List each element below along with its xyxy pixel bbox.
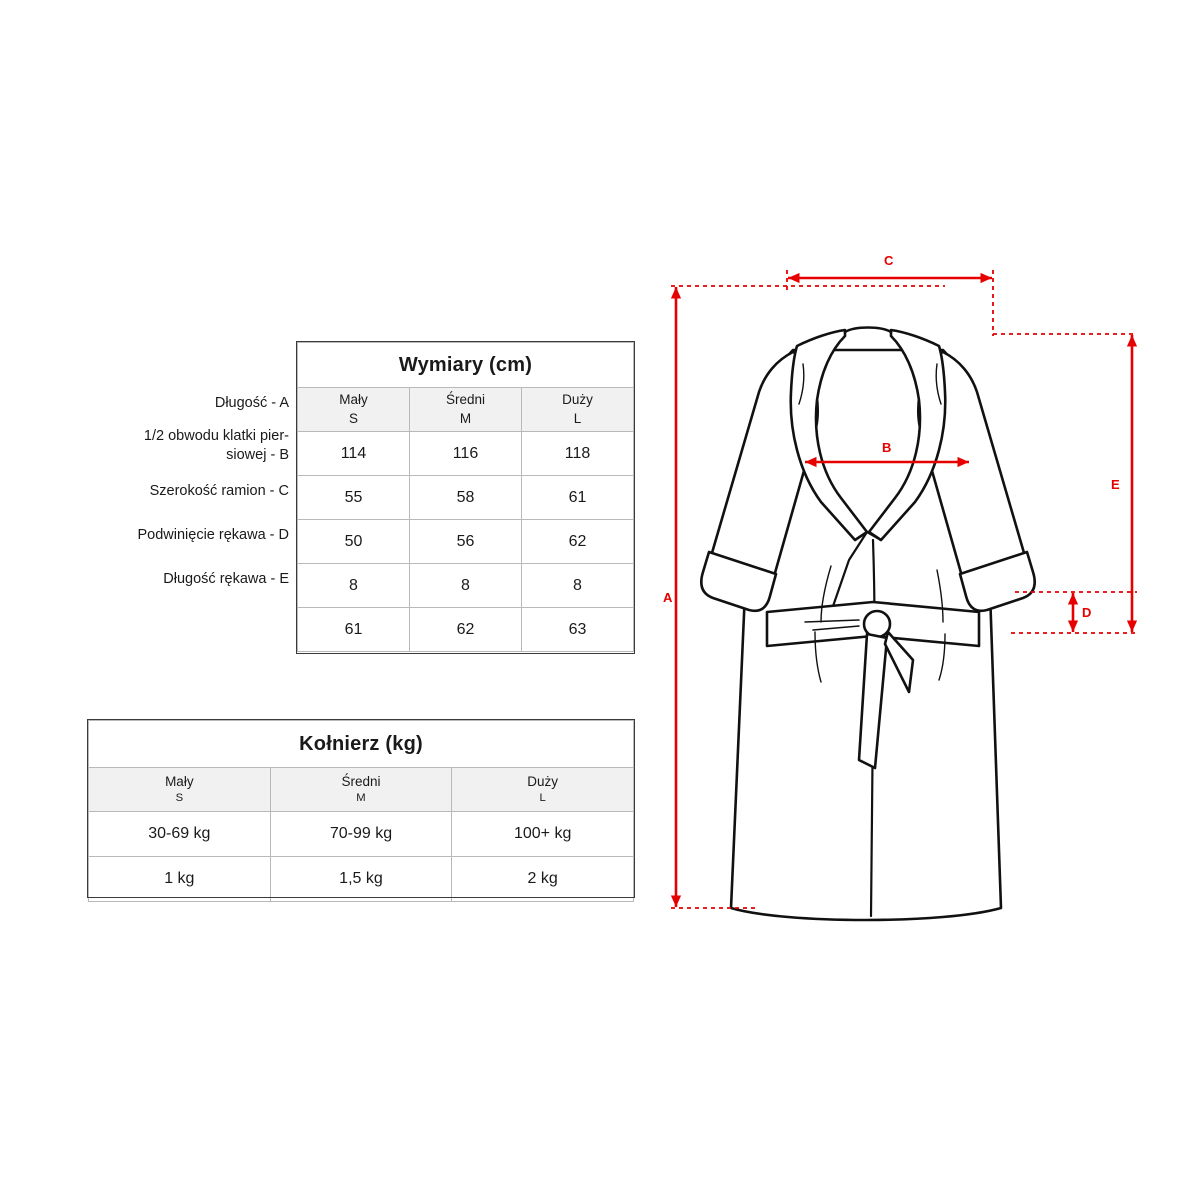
row-label-b-line2: siowej - B [226, 447, 289, 464]
robe-neck-opening [843, 326, 893, 334]
cell-c-s: 50 [297, 519, 410, 564]
collar-size-header-s-code: S [175, 792, 184, 805]
dimensions-table-title: Wymiary (cm) [297, 342, 634, 388]
collar-cell-weight-l: 100+ kg [451, 811, 634, 857]
table-row: 1 kg 1,5 kg 2 kg [88, 856, 634, 902]
robe-drape-creases [798, 363, 946, 683]
collar-table: Kołnierz (kg) Mały S Średni M Duży L 30-… [88, 720, 634, 902]
row-label-c-text: Szerokość ramion - C [149, 483, 289, 499]
table-row: 30-69 kg 70-99 kg 100+ kg [88, 811, 634, 857]
robe-right-cuff [958, 550, 1036, 613]
cell-d-m: 8 [408, 563, 522, 608]
robe-belt-tail-left [857, 632, 889, 770]
size-header-m-code: M [459, 410, 472, 426]
size-header-s-code: S [348, 410, 358, 426]
table-row: 8 8 8 [297, 563, 635, 608]
cell-a-m: 116 [408, 431, 522, 476]
cell-a-l: 118 [520, 431, 635, 476]
row-label-b-line1: 1/2 obwodu klatki pier- [143, 428, 289, 444]
collar-size-header-m-code: M [356, 792, 366, 805]
robe-svg [670, 270, 1138, 922]
cell-e-l: 63 [520, 607, 635, 652]
table-row-title: Wymiary (cm) [297, 342, 634, 388]
row-label-d: Podwinięcie rękawa - D [59, 526, 289, 545]
dimension-annotations [670, 270, 1138, 909]
size-header-m: Średni M [408, 387, 522, 432]
label-b: B [882, 440, 892, 455]
row-label-d-text: Podwinięcie rękawa - D [137, 527, 289, 543]
collar-cell-mass-l: 2 kg [451, 856, 634, 902]
size-header-l-name: Duży [562, 392, 593, 408]
size-header-s: Mały S [297, 387, 410, 432]
cell-b-l: 61 [520, 475, 635, 520]
collar-size-header-l: Duży L [451, 767, 634, 812]
collar-table-title: Kołnierz (kg) [88, 720, 634, 768]
collar-size-header-m-name: Średni [341, 773, 381, 789]
collar-size-header-l-code: L [539, 792, 546, 805]
cell-b-m: 58 [408, 475, 522, 520]
cell-e-s: 61 [297, 607, 410, 652]
cell-d-s: 8 [297, 563, 410, 608]
collar-size-header-m: Średni M [269, 767, 453, 812]
size-header-s-name: Mały [339, 392, 368, 408]
collar-size-header-s-name: Mały [165, 773, 194, 789]
dimension-row-labels: Długość - A 1/2 obwodu klatki pier- siow… [57, 342, 289, 654]
robe-belt-creases [804, 619, 860, 631]
cell-b-s: 55 [297, 475, 410, 520]
table-row: 114 116 118 [297, 431, 635, 476]
collar-cell-weight-s: 30-69 kg [88, 811, 271, 857]
leader-lines [671, 270, 1137, 909]
collar-cell-mass-s: 1 kg [88, 856, 271, 902]
label-d: D [1082, 605, 1092, 620]
cell-a-s: 114 [297, 431, 410, 476]
robe-wrap-line-left [829, 530, 883, 614]
row-label-a: Długość - A [59, 394, 289, 413]
table-row-header: Mały S Średni M Duży L [297, 387, 635, 432]
dimensions-table: Wymiary (cm) Mały S Średni M Duży L 114 … [297, 342, 635, 652]
label-e: E [1111, 477, 1120, 492]
row-label-c: Szerokość ramion - C [59, 482, 289, 501]
robe-outline [700, 326, 1036, 922]
size-header-l-code: L [573, 410, 582, 426]
row-label-e: Długość rękawa - E [59, 570, 289, 589]
cell-d-l: 8 [520, 563, 635, 608]
size-header-l: Duży L [520, 387, 635, 432]
robe-belt-tail-right [883, 630, 915, 694]
collar-size-header-s: Mały S [88, 767, 271, 812]
robe-technical-drawing: C B A E D [645, 240, 1145, 940]
collar-size-header-l-name: Duży [527, 773, 559, 789]
label-a: A [663, 590, 673, 605]
table-row-title: Kołnierz (kg) [88, 720, 634, 768]
robe-left-cuff [700, 550, 778, 613]
cell-c-m: 56 [408, 519, 522, 564]
collar-cell-weight-m: 70-99 kg [269, 811, 453, 857]
collar-cell-mass-m: 1,5 kg [269, 856, 453, 902]
label-c: C [884, 253, 894, 268]
table-row: 55 58 61 [297, 475, 635, 520]
row-label-a-text: Długość - A [214, 395, 289, 411]
row-label-e-text: Długość rękawa - E [163, 571, 289, 587]
cell-c-l: 62 [520, 519, 635, 564]
table-row-header: Mały S Średni M Duży L [88, 767, 634, 812]
size-header-m-name: Średni [445, 392, 485, 408]
cell-e-m: 62 [408, 607, 522, 652]
table-row: 50 56 62 [297, 519, 635, 564]
table-row: 61 62 63 [297, 607, 635, 652]
row-label-b: 1/2 obwodu klatki pier- siowej - B [59, 427, 289, 465]
